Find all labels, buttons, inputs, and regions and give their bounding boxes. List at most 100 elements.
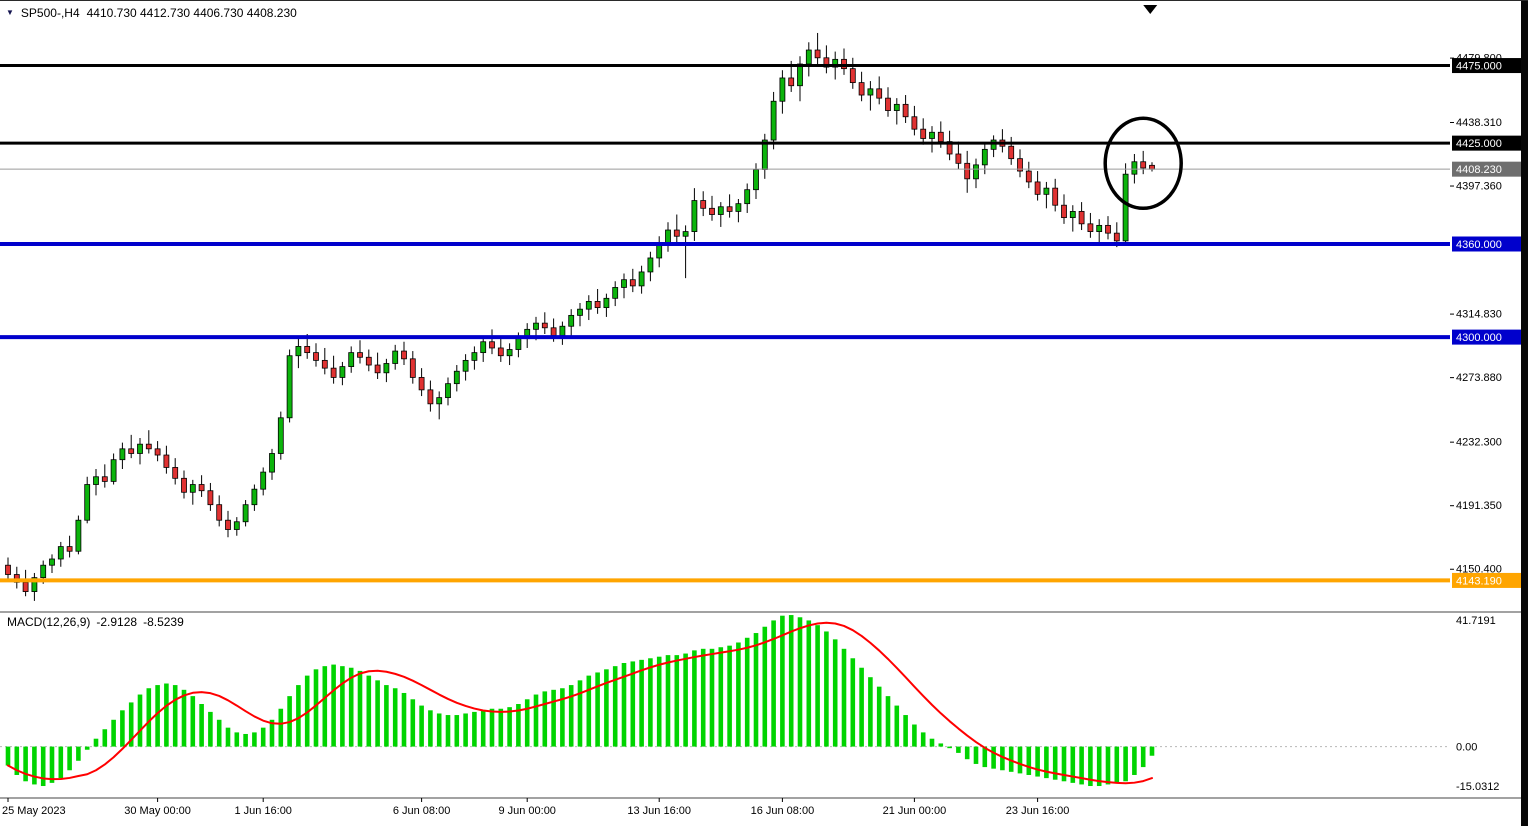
candle-down <box>330 367 337 378</box>
candles-layer <box>5 32 1155 601</box>
macd-bar <box>542 691 548 747</box>
down-arrow-annotation[interactable] <box>1143 5 1158 14</box>
macd-indicator-name: MACD(12,26,9) <box>7 615 91 629</box>
candle-up <box>189 484 196 493</box>
macd-bar <box>665 655 671 747</box>
ohlc-header: ▼ SP500-,H4 4410.730 4412.730 4406.730 4… <box>6 6 297 20</box>
macd-bar <box>876 686 882 747</box>
macd-bar <box>128 702 134 747</box>
candle-up <box>137 443 143 454</box>
macd-bar <box>797 617 803 747</box>
time-tick-label: 25 May 2023 <box>2 805 66 817</box>
macd-bar <box>1008 746 1014 772</box>
symbol-timeframe: SP500-,H4 <box>20 6 80 20</box>
macd-bar <box>445 715 451 747</box>
macd-bar <box>639 659 644 747</box>
macd-bar <box>1079 746 1084 785</box>
ellipse-annotation[interactable] <box>1103 116 1183 211</box>
candle-down <box>418 377 425 391</box>
time-tick-label: 6 Jun 08:00 <box>393 805 451 817</box>
candle-down <box>489 341 495 349</box>
macd-bar <box>648 658 653 747</box>
macd-bar <box>1017 746 1023 774</box>
candle-down <box>66 546 73 552</box>
candle-down <box>145 443 152 450</box>
macd-bar <box>472 711 477 747</box>
candle-up <box>462 359 469 372</box>
macd-bar <box>454 715 460 747</box>
candle-up <box>603 297 610 309</box>
candle-down <box>594 301 601 309</box>
candle-down <box>550 327 557 336</box>
candle-down <box>313 352 319 361</box>
macd-bar <box>40 746 46 787</box>
macd-bar <box>568 685 574 747</box>
candle-down <box>1113 232 1120 242</box>
macd-bar <box>1105 746 1111 785</box>
candle-up <box>84 484 91 521</box>
candle-down <box>365 356 372 366</box>
macd-bar <box>736 642 741 747</box>
macd-bar <box>340 666 345 747</box>
price-tick-label: 4191.350 <box>1456 500 1502 512</box>
candle-up <box>286 355 293 419</box>
candle-down <box>207 490 214 506</box>
price-chip-label: 4300.000 <box>1456 332 1502 344</box>
candle-down <box>1017 158 1023 172</box>
macd-bar <box>384 685 389 747</box>
macd-bar <box>982 746 988 768</box>
time-tick-label: 13 Jun 16:00 <box>627 805 691 817</box>
candle-up <box>392 350 399 364</box>
macd-bar <box>111 719 116 747</box>
price-axis: 4479.8004438.3104397.3604314.8304273.880… <box>1450 53 1502 576</box>
macd-bar <box>956 746 961 753</box>
macd-bar <box>296 685 301 747</box>
macd-bar <box>172 685 178 747</box>
macd-bar <box>357 670 363 747</box>
candle-down <box>497 347 504 357</box>
price-tick-label: 4314.830 <box>1456 309 1502 321</box>
candle-up <box>277 417 284 454</box>
macd-bar <box>868 677 873 747</box>
candle-up <box>339 366 346 378</box>
macd-bar <box>824 631 829 747</box>
macd-bar <box>392 688 398 747</box>
candle-up <box>49 558 55 566</box>
macd-indicator-label: MACD(12,26,9) -2.9128 -8.5239 <box>7 615 184 629</box>
candle-down <box>858 82 865 96</box>
candle-up <box>1122 173 1129 242</box>
macd-tick-label: 0.00 <box>1456 742 1477 754</box>
macd-bar <box>1000 746 1005 771</box>
macd-bar <box>1061 746 1067 782</box>
time-tick-label: 30 May 00:00 <box>124 805 191 817</box>
macd-bar <box>93 738 99 747</box>
candle-down <box>357 352 363 358</box>
macd-bar <box>260 727 266 747</box>
candle-down <box>1025 170 1032 183</box>
macd-bar <box>102 729 108 747</box>
macd-bar <box>58 746 64 779</box>
macd-bar <box>216 719 222 747</box>
candle-up <box>1069 211 1076 219</box>
candle-up <box>471 352 478 361</box>
macd-bar <box>1052 746 1058 780</box>
candle-up <box>867 88 874 96</box>
candle-up <box>682 231 689 237</box>
macd-bar <box>1035 746 1040 777</box>
macd-bar <box>718 647 724 747</box>
time-tick-label: 1 Jun 16:00 <box>234 805 292 817</box>
macd-bar <box>23 746 28 782</box>
candle-up <box>981 148 988 166</box>
macd-bar <box>5 746 11 766</box>
candle-up <box>744 189 751 205</box>
candle-up <box>119 448 126 461</box>
price-chip-4425.000 <box>1452 135 1521 151</box>
collapse-triangle-icon[interactable]: ▼ <box>6 8 14 17</box>
macd-bar <box>709 648 715 747</box>
candle-down <box>1140 161 1147 169</box>
macd-bar <box>190 696 196 747</box>
macd-main-value: -2.9128 <box>96 615 138 629</box>
macd-bar <box>806 620 812 747</box>
candle-up <box>251 488 258 506</box>
